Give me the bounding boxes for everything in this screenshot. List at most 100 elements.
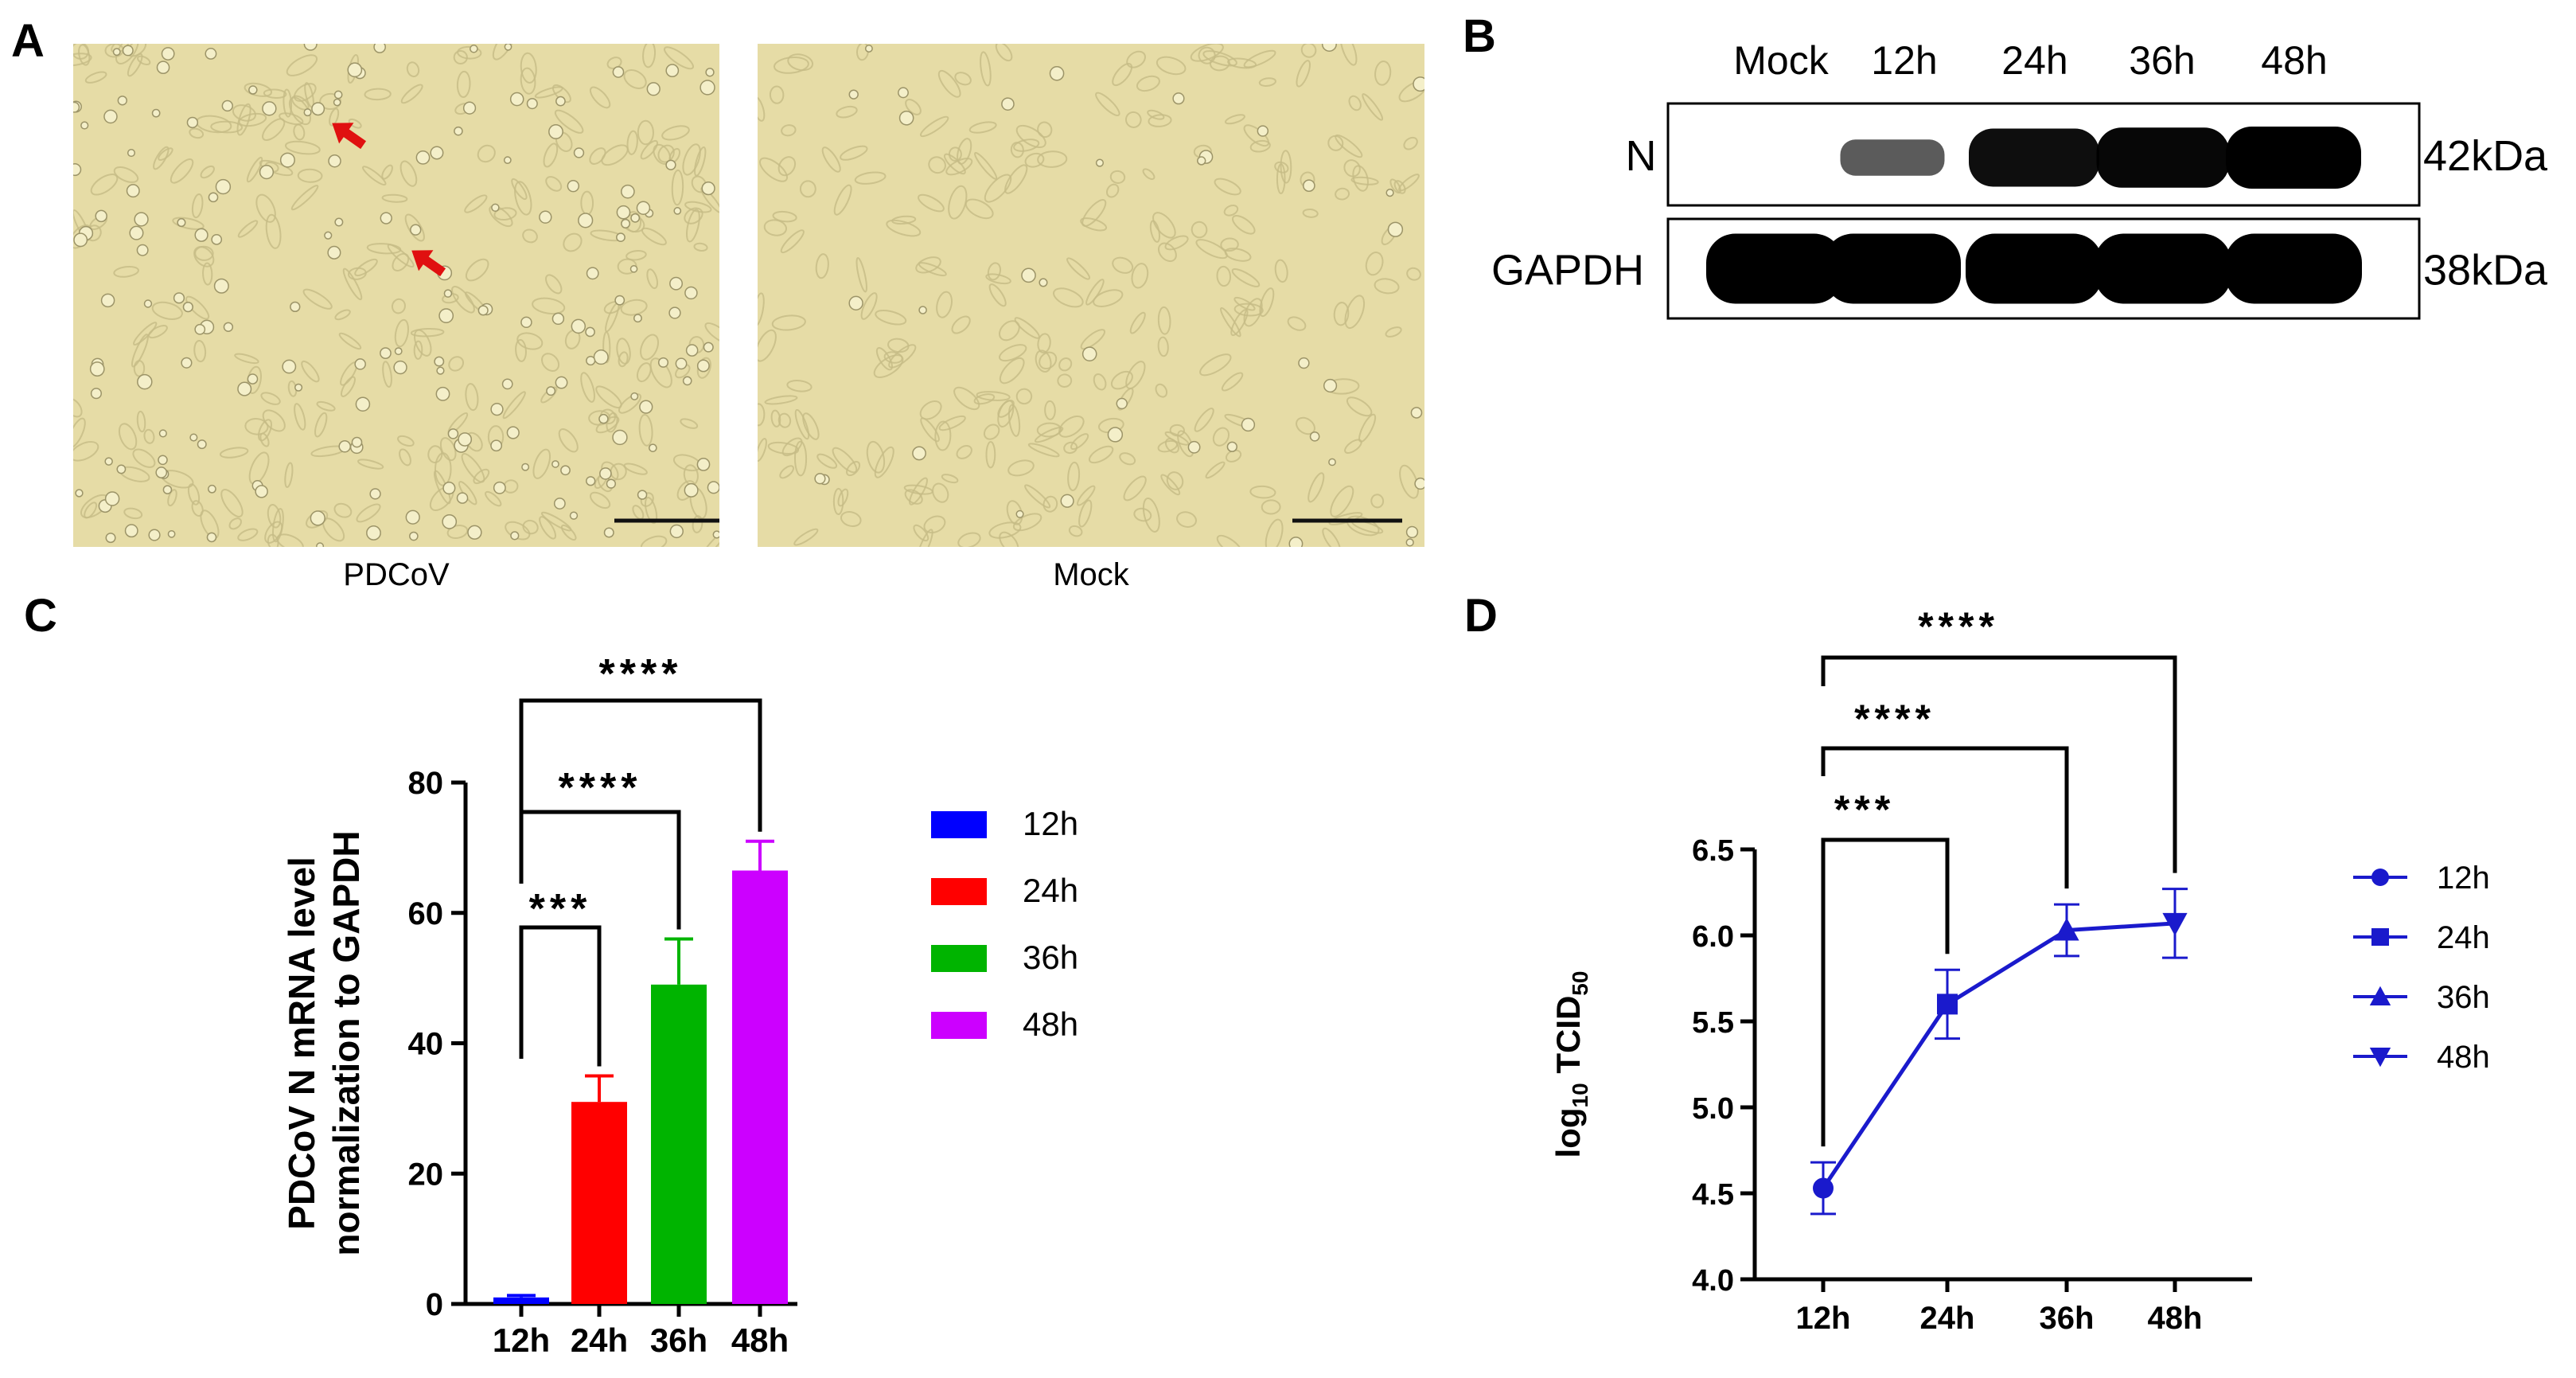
cell <box>620 299 648 316</box>
cell <box>1220 237 1239 252</box>
series-line <box>1821 921 2176 1189</box>
cell <box>1136 75 1160 92</box>
cell <box>1037 333 1051 353</box>
cell <box>1105 183 1120 198</box>
y-tick-label: 40 <box>408 1027 444 1062</box>
rounded-cell <box>104 491 120 506</box>
rounded-cell <box>578 213 594 228</box>
cell <box>1333 302 1350 326</box>
cell <box>875 346 893 371</box>
cell <box>777 156 797 177</box>
cell <box>632 505 645 520</box>
rounded-cell <box>1410 407 1423 419</box>
y-tick-label: 80 <box>408 766 444 801</box>
cell <box>1346 396 1373 417</box>
cell <box>78 44 91 66</box>
cell <box>193 339 207 363</box>
cell <box>1010 142 1024 158</box>
cell <box>693 242 708 252</box>
rounded-cell <box>205 48 217 60</box>
rounded-cell <box>438 308 454 324</box>
cell <box>1004 164 1028 194</box>
mock-micrograph <box>758 44 1424 547</box>
cell <box>1261 499 1281 515</box>
kda-label: 38kDa <box>2423 247 2548 295</box>
cell <box>638 414 653 447</box>
rounded-cell <box>215 178 232 195</box>
significance-bracket <box>1821 837 1950 954</box>
cell <box>302 288 333 310</box>
cell <box>671 169 684 206</box>
cell <box>73 397 83 418</box>
cell <box>342 267 363 301</box>
rounded-cell <box>100 293 115 308</box>
rounded-cell <box>351 436 363 448</box>
cell <box>625 250 647 261</box>
rounded-cell <box>409 531 419 541</box>
rounded-cell <box>703 342 714 353</box>
cell <box>1042 495 1058 513</box>
cell <box>132 448 156 468</box>
cell <box>1348 95 1362 111</box>
cell <box>664 46 694 70</box>
cell <box>560 524 577 541</box>
cell <box>473 468 490 485</box>
cell <box>976 391 1011 401</box>
cell <box>545 274 563 295</box>
cell <box>290 185 319 211</box>
cell <box>985 440 996 469</box>
cell <box>237 528 259 541</box>
rounded-cell <box>636 201 651 215</box>
rounded-cell <box>1309 431 1320 442</box>
rounded-cell <box>707 481 719 494</box>
rounded-cell <box>848 295 863 310</box>
cell <box>1307 472 1325 503</box>
rounded-cell <box>129 225 144 240</box>
rounded-cell <box>606 478 617 489</box>
rounded-cell <box>585 326 595 338</box>
rounded-cell <box>221 100 233 112</box>
cell <box>219 447 249 459</box>
rounded-cell <box>501 378 513 390</box>
rounded-cell <box>1323 378 1338 393</box>
legend-swatch <box>931 1012 987 1039</box>
rounded-cell <box>1321 44 1337 52</box>
blot-band <box>2096 127 2230 188</box>
cell <box>916 529 933 547</box>
rounded-cell <box>122 45 134 57</box>
cell <box>246 156 263 183</box>
cell <box>228 517 242 530</box>
rounded-cell <box>430 146 444 160</box>
cell <box>272 508 284 543</box>
rounded-cell <box>490 402 504 416</box>
significance-bracket <box>519 810 681 930</box>
rounded-cell <box>630 213 641 223</box>
cell <box>1190 44 1224 62</box>
cell <box>855 256 867 293</box>
legend-swatch <box>931 878 987 905</box>
cell <box>1202 50 1237 67</box>
cell <box>520 67 536 95</box>
cell <box>1339 44 1358 66</box>
cell <box>786 380 813 392</box>
rounded-cell <box>1049 65 1065 81</box>
rounded-cell <box>696 359 710 373</box>
lane-label: 36h <box>2129 38 2195 83</box>
cell <box>191 500 204 517</box>
cell <box>136 410 146 433</box>
cell <box>1129 311 1146 334</box>
cell <box>957 532 981 547</box>
cell <box>833 184 852 216</box>
cell <box>1037 121 1053 139</box>
cell <box>1249 485 1276 499</box>
cell <box>682 143 701 176</box>
rounded-cell <box>116 464 127 474</box>
cell <box>294 403 306 431</box>
rounded-cell <box>328 154 341 168</box>
cell <box>543 142 559 168</box>
cell <box>1024 484 1051 509</box>
rounded-cell <box>1387 221 1404 237</box>
cell <box>220 489 244 517</box>
pdcov-micrograph-image <box>73 44 719 547</box>
significance-label: *** <box>529 886 592 932</box>
